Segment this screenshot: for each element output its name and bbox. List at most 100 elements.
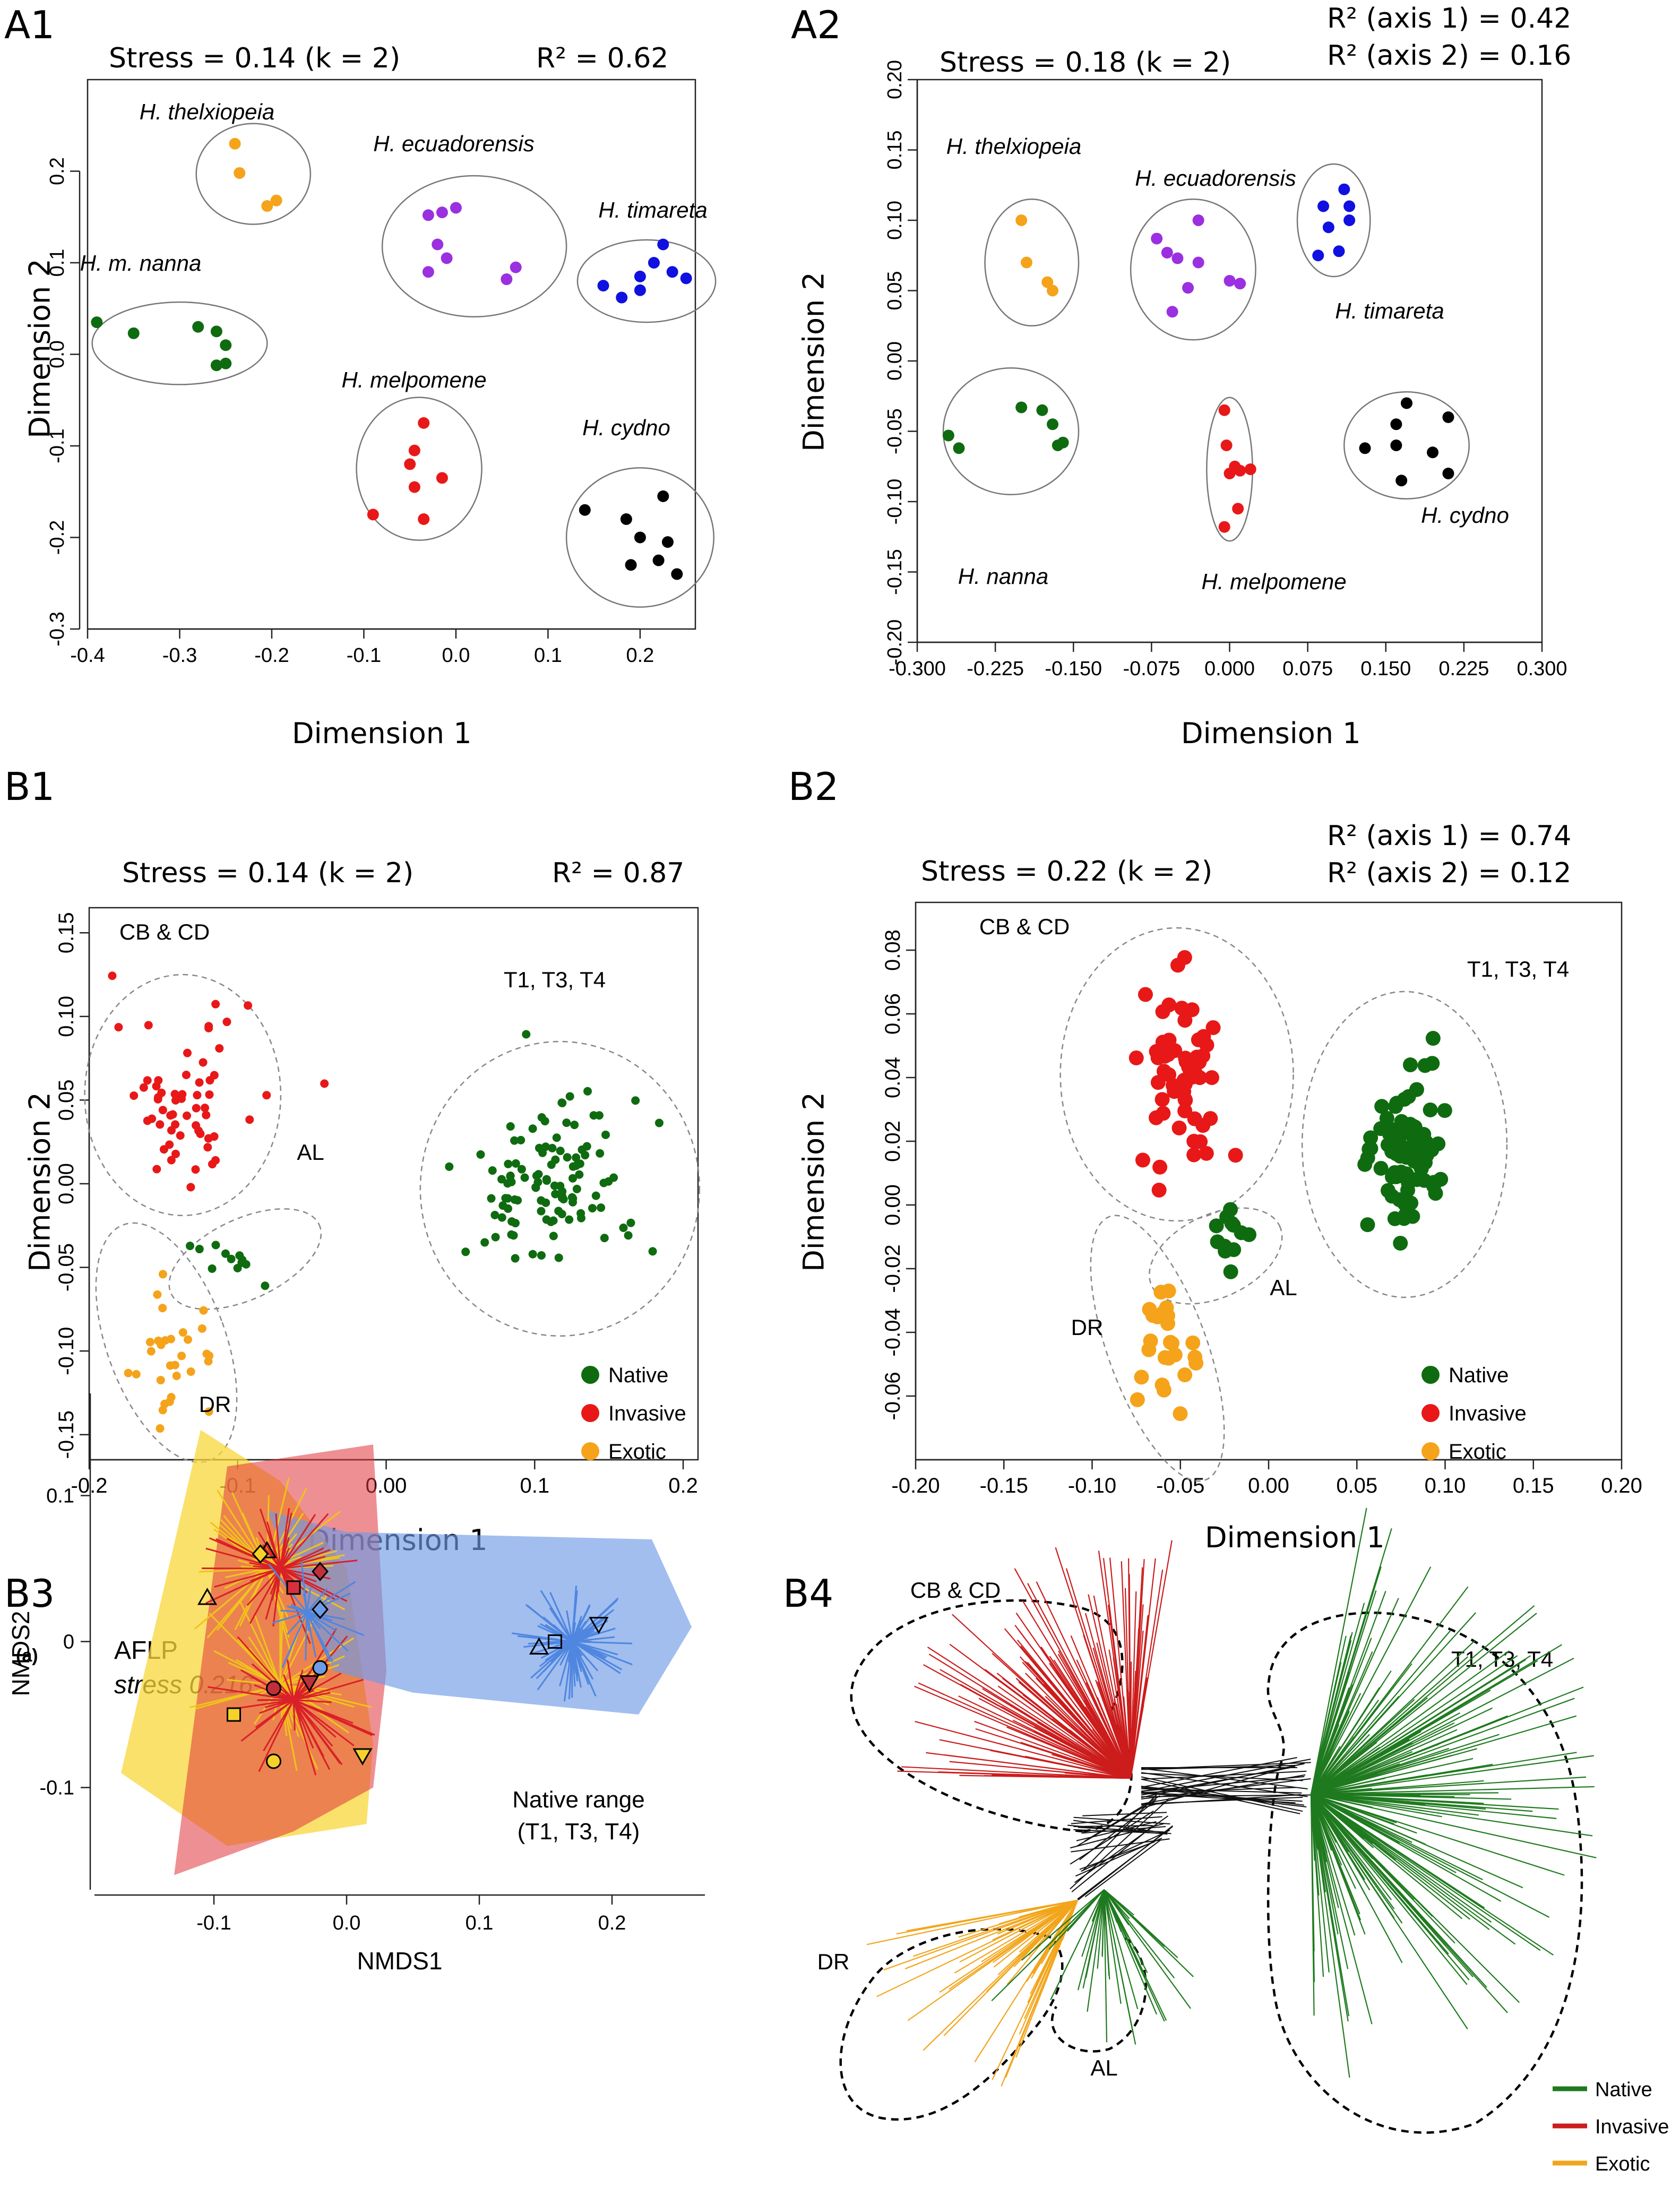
- B1-point: [245, 1115, 254, 1124]
- B1-point: [501, 1194, 510, 1203]
- b4-core-edge: [1084, 1839, 1161, 1898]
- B1-point: [147, 1347, 156, 1356]
- b3-spoke-exotic: [248, 1636, 281, 1686]
- B1-point: [576, 1213, 585, 1222]
- B1-point: [557, 1098, 566, 1107]
- A1-point: [220, 339, 232, 351]
- A2-point: [1047, 418, 1059, 430]
- A2-point: [1182, 282, 1194, 294]
- B1-point: [565, 1092, 574, 1101]
- b3-spoke-native: [306, 1612, 345, 1620]
- B1-point: [504, 1204, 513, 1213]
- b3-spoke-invasive: [292, 1700, 317, 1776]
- b4-edge-native: [1311, 1794, 1395, 1909]
- b3-spoke-invasive: [293, 1699, 332, 1703]
- A2-point: [1166, 306, 1178, 318]
- b3-spoke-invasive: [292, 1669, 304, 1700]
- B1-point: [517, 1165, 526, 1174]
- b3-spoke-exotic: [225, 1568, 268, 1579]
- b3-spoke-invasive: [279, 1513, 329, 1569]
- B1-point: [654, 1118, 664, 1127]
- b3-spoke-native: [306, 1588, 328, 1613]
- b4-edge-invasive: [1093, 1595, 1132, 1779]
- B1-point: [589, 1111, 598, 1120]
- B1-point: [170, 1090, 179, 1099]
- A2-group-ellipse: [1296, 163, 1371, 278]
- b4-edge-invasive: [918, 1682, 1131, 1779]
- b4-core-edge: [1141, 1768, 1308, 1789]
- b4-core-edge: [1141, 1759, 1311, 1793]
- B1-point: [648, 1247, 657, 1256]
- b4-edge-invasive: [1027, 1583, 1131, 1779]
- b4-boundary-dr: [839, 1927, 1064, 2121]
- A1-group-ellipse: [576, 239, 717, 323]
- B1-point: [183, 1048, 192, 1057]
- B1-x-tick-label: 0.2: [668, 1474, 698, 1497]
- A1-point: [634, 270, 646, 282]
- b3-spoke-invasive: [246, 1568, 281, 1606]
- A1-x-tick-label: -0.4: [70, 644, 105, 667]
- B2-x-tick-label: -0.15: [980, 1474, 1028, 1497]
- A1-x-tick-label: 0.1: [534, 644, 562, 667]
- b4-edge-native: [1050, 1889, 1105, 2001]
- b4-edge-invasive: [1130, 1677, 1148, 1779]
- chart-B2: -0.20 -0.15 -0.10 -0.05 0.00 0.05 0.10 0.15 0.20…: [881, 901, 1642, 1497]
- b4-label-al: AL: [1090, 2055, 1117, 2080]
- b4-edge-invasive: [901, 1766, 1131, 1779]
- b4-core-edge: [1141, 1772, 1303, 1781]
- B1-point: [171, 1149, 180, 1158]
- B2-point: [1191, 1032, 1206, 1047]
- B1-point: [156, 1424, 165, 1433]
- b4-edge-native: [1087, 1889, 1105, 2012]
- B1-point: [204, 1134, 213, 1143]
- b4-core-edge: [1076, 1821, 1157, 1841]
- B1-point: [520, 1173, 529, 1182]
- A2-y-tick-label: 0.00: [884, 341, 906, 381]
- b4-edge-native: [1311, 1734, 1370, 1795]
- b4-edge-native: [1311, 1794, 1468, 1985]
- b4-core-edge: [1141, 1763, 1305, 1798]
- b4-core-edge: [1070, 1823, 1164, 1849]
- b3-spoke-native: [572, 1641, 608, 1658]
- B1-point: [167, 1156, 176, 1165]
- b3-spoke-invasive: [293, 1699, 373, 1736]
- b4-edge-exotic: [954, 1900, 1078, 1974]
- b4-edge-native: [1311, 1794, 1356, 1889]
- A1-point: [648, 257, 660, 269]
- B1-legend-marker: [581, 1366, 599, 1384]
- b3-centroid-circle: [266, 1681, 281, 1696]
- A2-x-tick-label: 0.075: [1282, 658, 1333, 680]
- A1-point: [657, 490, 669, 502]
- A1-group-ellipse: [565, 467, 714, 608]
- A1-y-tick-label: 0.2: [46, 157, 68, 185]
- B2-point: [1204, 1070, 1219, 1086]
- b4-edge-native: [1076, 1889, 1105, 1919]
- B1-point: [205, 1090, 214, 1099]
- A2-y-tick-label: -0.10: [884, 479, 906, 525]
- b4-core-edge: [1076, 1798, 1157, 1847]
- B1-point: [563, 1153, 572, 1162]
- B1-point: [158, 1304, 167, 1313]
- B2-point: [1224, 1216, 1239, 1231]
- A2-y-tick-label: -0.05: [884, 408, 906, 454]
- A1-point: [436, 472, 448, 484]
- B1-point: [528, 1124, 537, 1133]
- b4-edge-native: [1311, 1794, 1470, 1980]
- b3-xlabel: NMDS1: [357, 1947, 442, 1975]
- b4-edge-invasive: [897, 1770, 1131, 1779]
- B1-cluster-ellipse: [168, 1208, 322, 1310]
- B2-point: [1374, 1099, 1390, 1114]
- B2-point: [1184, 1002, 1200, 1018]
- b3-centroid-diamond: [312, 1562, 329, 1581]
- A2-point: [1343, 200, 1356, 212]
- b3-spoke-native: [306, 1612, 365, 1637]
- B1-point: [591, 1191, 600, 1200]
- A1-point: [367, 509, 379, 521]
- b4-edge-native: [1311, 1749, 1390, 1795]
- B1-point: [193, 1091, 202, 1100]
- B1-point: [480, 1238, 489, 1247]
- B2-point: [1177, 1103, 1193, 1118]
- b3-spoke-invasive: [292, 1699, 343, 1766]
- B1-point: [624, 1231, 633, 1240]
- b3-spoke-native: [549, 1592, 573, 1642]
